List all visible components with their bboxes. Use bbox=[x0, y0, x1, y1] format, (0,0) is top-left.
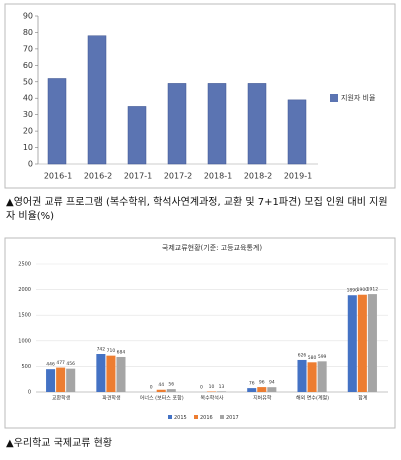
chart-2: 국제교류현황(기준: 고등교육통계)05001000150020002500교환… bbox=[4, 237, 396, 429]
data-label: 0 bbox=[150, 385, 153, 391]
bar bbox=[206, 391, 217, 392]
x-tick-label: 2016-1 bbox=[44, 172, 72, 181]
bar bbox=[297, 359, 307, 392]
bar bbox=[287, 99, 307, 165]
bar bbox=[66, 368, 76, 392]
bar bbox=[156, 389, 166, 392]
data-label: 56 bbox=[168, 382, 174, 388]
chart-title: 국제교류현황(기준: 고등교육통계) bbox=[162, 243, 262, 252]
x-tick-label: 2019-1 bbox=[284, 172, 312, 181]
x-tick-label: 2018-2 bbox=[244, 172, 272, 181]
data-label: 580 bbox=[308, 355, 317, 361]
bar bbox=[106, 355, 116, 392]
bar bbox=[257, 387, 267, 392]
data-label: 10 bbox=[209, 384, 215, 390]
data-label: 456 bbox=[66, 361, 75, 367]
x-tick-label: 어너스 (보터스 포함) bbox=[140, 395, 184, 402]
y-tick-label: 50 bbox=[23, 77, 33, 86]
bar bbox=[56, 367, 66, 392]
legend-label: 2015 bbox=[174, 415, 187, 421]
x-tick-label: 합계 bbox=[358, 395, 368, 402]
bar bbox=[367, 294, 377, 392]
x-tick-label: 2016-2 bbox=[84, 172, 112, 181]
y-tick-label: 30 bbox=[23, 110, 33, 119]
bar bbox=[307, 362, 317, 392]
y-tick-label: 80 bbox=[23, 28, 33, 37]
x-tick-label: 2018-1 bbox=[204, 172, 232, 181]
data-label: 742 bbox=[97, 347, 106, 353]
y-tick-label: 1500 bbox=[18, 313, 31, 319]
data-label: 446 bbox=[46, 362, 55, 368]
chart-frame bbox=[4, 237, 396, 429]
y-tick-label: 0 bbox=[28, 390, 31, 396]
y-tick-label: 0 bbox=[28, 160, 33, 169]
bar bbox=[357, 294, 367, 392]
bar bbox=[96, 354, 106, 392]
data-label: 477 bbox=[56, 360, 65, 366]
legend-swatch bbox=[330, 94, 338, 102]
bar bbox=[247, 83, 267, 165]
y-tick-label: 60 bbox=[23, 61, 33, 70]
x-tick-label: 해외 면수(계절) bbox=[296, 395, 329, 402]
x-tick-label: 2017-1 bbox=[124, 172, 152, 181]
legend-label: 지원자 비율 bbox=[341, 93, 376, 102]
bar bbox=[207, 83, 227, 165]
x-tick-label: 복수학석사 bbox=[200, 395, 223, 402]
bar bbox=[317, 361, 327, 392]
bar bbox=[87, 35, 107, 165]
data-label: 1912 bbox=[367, 287, 379, 293]
data-label: 13 bbox=[219, 384, 225, 390]
caption: ▲우리학교 국제교류 현황 bbox=[6, 438, 113, 449]
data-label: 44 bbox=[158, 382, 164, 388]
data-label: 76 bbox=[249, 381, 255, 387]
data-label: 684 bbox=[117, 349, 126, 355]
legend-swatch bbox=[194, 415, 198, 419]
bar bbox=[127, 106, 147, 165]
bar bbox=[217, 391, 227, 392]
y-tick-label: 90 bbox=[23, 12, 33, 21]
data-label: 1900 bbox=[357, 287, 369, 293]
y-tick-label: 1000 bbox=[18, 338, 31, 344]
data-label: 710 bbox=[107, 348, 116, 354]
legend-swatch bbox=[220, 415, 224, 419]
legend-swatch bbox=[168, 415, 172, 419]
y-tick-label: 70 bbox=[23, 44, 33, 53]
legend-label: 2017 bbox=[226, 415, 239, 421]
data-label: 1890 bbox=[347, 288, 359, 294]
y-tick-label: 40 bbox=[23, 94, 33, 103]
y-tick-label: 20 bbox=[23, 127, 33, 136]
data-label: 0 bbox=[200, 385, 203, 391]
data-label: 626 bbox=[298, 352, 307, 358]
legend-label: 2016 bbox=[200, 415, 213, 421]
bar bbox=[347, 295, 357, 392]
bar bbox=[166, 389, 176, 392]
y-tick-label: 10 bbox=[23, 143, 33, 152]
data-label: 94 bbox=[269, 380, 275, 386]
bar bbox=[267, 387, 277, 392]
bar bbox=[167, 83, 187, 165]
x-tick-label: 파견학생 bbox=[102, 395, 121, 402]
chart-1: 0 10 20 30 40 50 60 70 80 90 2016-1 2016-2 2017-1 201… bbox=[4, 3, 396, 189]
bar bbox=[247, 388, 257, 392]
bar bbox=[116, 356, 126, 392]
bar bbox=[47, 78, 67, 165]
data-label: 599 bbox=[318, 354, 327, 360]
bar bbox=[46, 369, 56, 392]
y-tick-label: 2500 bbox=[18, 262, 31, 268]
x-tick-label: 지버유학 bbox=[253, 395, 272, 402]
caption: ▲영어권 교류 프로그램 (복수학위, 학석사연계과정, 교환 및 7+1파견)… bbox=[6, 197, 388, 222]
x-tick-label: 2017-2 bbox=[164, 172, 192, 181]
y-tick-label: 2000 bbox=[18, 287, 31, 293]
data-label: 96 bbox=[259, 380, 265, 386]
y-tick-label: 500 bbox=[21, 364, 31, 370]
x-tick-label: 교환학생 bbox=[52, 395, 71, 402]
